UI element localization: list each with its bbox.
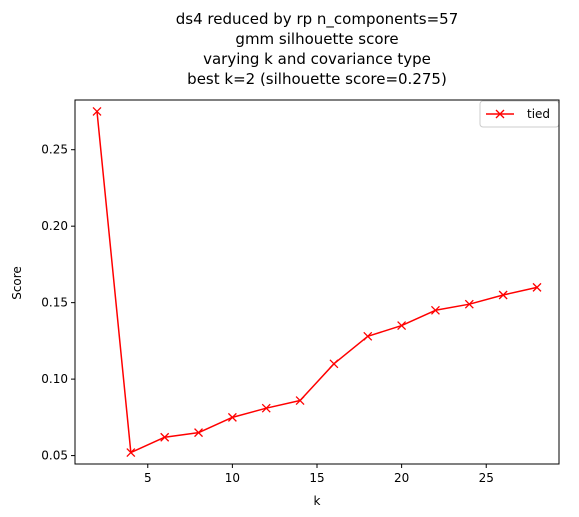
x-tick-label: 5	[144, 471, 152, 485]
y-axis: 0.05 0.10 0.15 0.20 0.25	[41, 143, 75, 463]
data-point	[295, 396, 305, 405]
y-tick-label: 0.25	[41, 143, 68, 157]
plot-frame	[74, 99, 560, 465]
legend-label-tied: tied	[527, 107, 550, 121]
data-point	[431, 305, 440, 315]
y-tick-label: 0.15	[41, 296, 68, 310]
legend: tied	[479, 100, 560, 128]
title-line-4: best k=2 (silhouette score=0.275)	[187, 70, 447, 88]
legend-marker-tied	[495, 109, 505, 119]
data-point	[92, 107, 102, 116]
data-point	[329, 359, 339, 369]
title-line-3: varying k and covariance type	[203, 50, 431, 68]
data-point	[397, 321, 407, 331]
x-tick-label: 10	[225, 471, 240, 485]
y-axis-label: Score	[10, 266, 24, 300]
x-tick-label: 25	[479, 471, 494, 485]
data-point	[498, 290, 508, 300]
data-point	[194, 428, 203, 438]
chart-title: ds4 reduced by rp n_components=57 gmm si…	[176, 10, 458, 88]
data-point	[532, 282, 542, 292]
title-line-1: ds4 reduced by rp n_components=57	[176, 10, 458, 29]
x-axis: 5 10 15 20 25	[144, 464, 494, 485]
y-tick-label: 0.10	[41, 372, 68, 386]
y-tick-label: 0.05	[41, 449, 68, 463]
data-point	[464, 299, 474, 309]
series-line-tied	[96, 111, 538, 454]
data-point	[160, 432, 170, 442]
data-point	[227, 412, 237, 422]
data-point	[126, 448, 136, 457]
data-point	[363, 331, 373, 341]
x-tick-label: 15	[309, 471, 324, 485]
x-axis-label: k	[314, 494, 321, 508]
series-layer	[92, 107, 542, 457]
y-tick-label: 0.20	[41, 219, 68, 233]
x-tick-label: 20	[394, 471, 409, 485]
title-line-2: gmm silhouette score	[235, 30, 398, 48]
data-point	[261, 403, 271, 413]
legend-x-marker	[495, 109, 505, 119]
